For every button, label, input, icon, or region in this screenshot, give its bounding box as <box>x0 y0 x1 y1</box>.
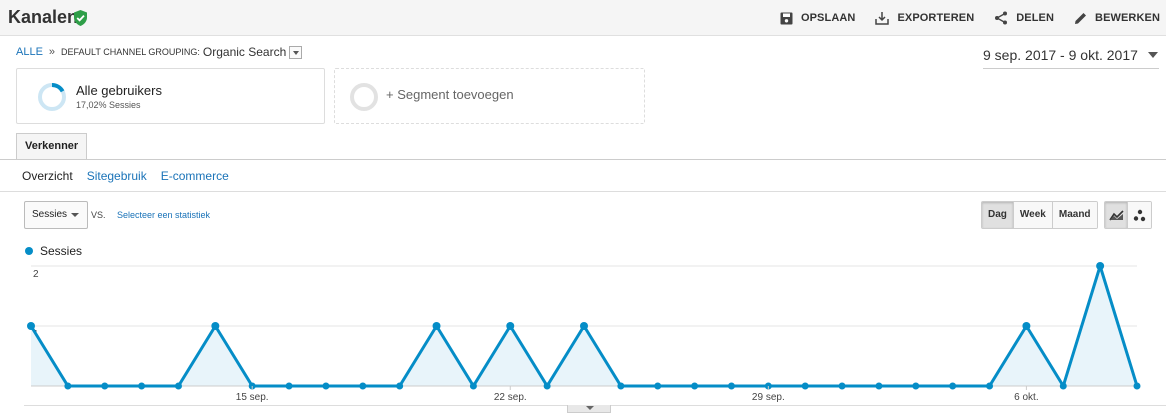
add-segment-card[interactable]: + Segment toevoegen <box>334 68 645 124</box>
data-point <box>580 322 588 330</box>
segment-name: Alle gebruikers <box>76 83 162 98</box>
x-tick-label: 22 sep. <box>494 392 527 403</box>
date-range-picker[interactable]: 9 sep. 2017 - 9 okt. 2017 <box>983 47 1158 63</box>
segment-card-all-users[interactable]: Alle gebruikers 17,02% Sessies <box>16 68 325 124</box>
report-header: Kanalen OPSLAAN EXPORTEREN <box>0 0 1166 36</box>
data-point <box>101 382 109 390</box>
save-button[interactable]: OPSLAAN <box>780 12 855 25</box>
subnav-site-usage[interactable]: Sitegebruik <box>86 169 147 183</box>
data-point <box>543 382 551 390</box>
line-chart-button[interactable] <box>1105 202 1128 228</box>
data-point <box>949 382 957 390</box>
data-point <box>432 322 441 330</box>
share-button[interactable]: DELEN <box>994 11 1054 25</box>
versus-label: VS. <box>91 210 106 220</box>
legend-series-name: Sessies <box>40 244 83 258</box>
tab-explorer[interactable]: Verkenner <box>16 133 88 160</box>
breadcrumb-value: Organic Search <box>202 45 287 59</box>
empty-segment-ring-icon <box>350 83 378 111</box>
data-point <box>617 382 625 390</box>
data-point <box>506 322 515 330</box>
data-point <box>875 382 883 390</box>
motion-chart-button[interactable] <box>1128 202 1151 228</box>
tab-divider <box>0 159 1166 160</box>
data-point <box>727 382 735 390</box>
data-point <box>1133 382 1141 390</box>
data-point <box>1022 322 1031 330</box>
date-range-label: 9 sep. 2017 - 9 okt. 2017 <box>983 47 1138 63</box>
data-point <box>285 382 293 390</box>
data-point <box>691 382 699 390</box>
breadcrumb-grouping: DEFAULT CHANNEL GROUPING: <box>61 47 200 57</box>
export-icon <box>875 12 890 25</box>
segment-ring-icon <box>38 83 66 111</box>
data-point <box>359 382 367 390</box>
edit-icon <box>1075 12 1087 24</box>
share-icon <box>995 11 1008 25</box>
expand-chart-handle[interactable] <box>567 405 611 413</box>
date-range-underline <box>983 68 1159 69</box>
data-point <box>801 382 809 390</box>
breadcrumb-dropdown[interactable] <box>289 45 303 59</box>
data-point <box>986 382 994 390</box>
data-point <box>64 382 72 390</box>
select-metric-link[interactable]: Selecteer een statistiek <box>117 210 211 220</box>
segment-share: 17,02% Sessies <box>76 100 141 110</box>
data-point <box>27 322 35 330</box>
subnav-overview[interactable]: Overzicht <box>22 169 73 183</box>
breadcrumb-root-link[interactable]: ALLE <box>16 46 43 58</box>
data-point <box>912 382 920 390</box>
data-point <box>654 382 662 390</box>
data-point <box>211 322 220 330</box>
chart-legend: Sessies <box>25 244 82 258</box>
sessions-line-chart: 1215 sep.22 sep.29 sep.6 okt. <box>27 262 1141 403</box>
chart-type-toggle <box>1104 201 1152 229</box>
data-point <box>1096 262 1105 270</box>
y-tick-label: 2 <box>33 269 39 280</box>
granularity-toggle: Dag Week Maand <box>981 201 1098 229</box>
metric-select[interactable]: Sessies <box>24 201 88 229</box>
edit-label: BEWERKEN <box>1095 12 1160 24</box>
data-point <box>174 382 182 390</box>
breadcrumb: ALLE » DEFAULT CHANNEL GROUPING: Organic… <box>16 45 303 59</box>
line-chart-icon <box>1108 210 1124 221</box>
data-point <box>469 382 477 390</box>
explorer-subnav: Overzicht Sitegebruik E-commerce <box>22 169 243 183</box>
data-point <box>138 382 146 390</box>
x-tick-label: 29 sep. <box>752 392 785 403</box>
data-point <box>322 382 330 390</box>
subnav-ecommerce[interactable]: E-commerce <box>160 169 229 183</box>
export-button[interactable]: EXPORTEREN <box>875 11 974 25</box>
granularity-day-button[interactable]: Dag <box>982 202 1013 228</box>
edit-button[interactable]: BEWERKEN <box>1074 12 1160 25</box>
x-tick-label: 6 okt. <box>1014 392 1038 403</box>
subnav-divider <box>0 191 1166 192</box>
add-segment-label: + Segment toevoegen <box>386 87 514 102</box>
granularity-month-button[interactable]: Maand <box>1051 202 1097 228</box>
page-title: Kanalen <box>8 7 79 27</box>
data-point <box>396 382 404 390</box>
data-point <box>838 382 846 390</box>
data-point <box>1059 382 1067 390</box>
chevron-down-icon <box>1147 52 1158 58</box>
breadcrumb-separator: » <box>48 46 56 58</box>
save-label: OPSLAAN <box>800 12 856 24</box>
export-label: EXPORTEREN <box>897 12 975 24</box>
verified-shield-icon <box>74 10 87 26</box>
share-label: DELEN <box>1016 12 1055 24</box>
x-tick-label: 15 sep. <box>236 392 269 403</box>
save-icon <box>780 12 793 24</box>
legend-swatch <box>25 247 33 255</box>
header-actions: OPSLAAN EXPORTEREN DELEN BEWERKEN <box>760 0 1160 36</box>
granularity-week-button[interactable]: Week <box>1012 202 1052 228</box>
bubble-chart-icon <box>1133 209 1146 221</box>
